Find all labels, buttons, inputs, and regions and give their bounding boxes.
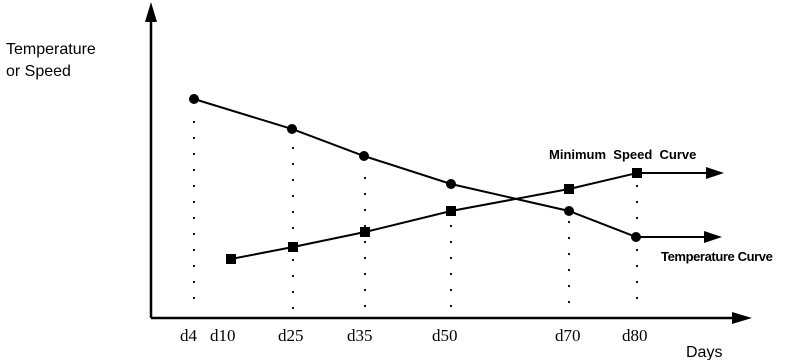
minimum-speed-curve-label: Minimum Speed Curve	[549, 147, 696, 162]
tick-label-d35: d35	[347, 326, 373, 345]
temperature-curve-arrowhead	[704, 231, 722, 243]
axes	[149, 14, 738, 320]
drop-lines	[192, 120, 639, 310]
temperature-curve-label: Temperature Curve	[661, 249, 773, 264]
tick-label-d70: d70	[555, 326, 581, 345]
minimum-speed-curve	[226, 167, 724, 264]
temperature-point-d80	[631, 232, 641, 242]
temperature-point-d4	[189, 94, 199, 104]
x-tick-labels: d4 d10 d25 d35 d50 d70 d80	[180, 326, 648, 345]
tick-label-d50: d50	[432, 326, 458, 345]
minimum-speed-curve-arrowhead	[706, 167, 724, 179]
speed-point-d25	[288, 242, 298, 252]
tick-label-d10: d10	[210, 326, 236, 345]
minimum-speed-curve-line	[230, 172, 638, 260]
temperature-point-d25	[287, 124, 297, 134]
speed-point-d50	[446, 206, 456, 216]
x-axis-label: Days	[686, 344, 722, 360]
drop-line-d80	[635, 184, 639, 300]
y-axis-arrowhead	[145, 2, 157, 22]
speed-point-d35	[360, 227, 370, 237]
drop-line-d50	[449, 224, 453, 308]
y-axis-label-line1: Temperature	[6, 41, 96, 58]
drop-line-d4	[192, 120, 196, 300]
speed-point-d70	[564, 184, 574, 194]
temperature-curve-line	[193, 98, 637, 238]
y-axis-label-line2: or Speed	[6, 63, 71, 80]
x-axis-arrowhead	[732, 312, 752, 324]
drop-line-d35	[363, 176, 367, 308]
temperature-point-d50	[446, 179, 456, 189]
temperature-point-d35	[359, 151, 369, 161]
tick-label-d25: d25	[278, 326, 304, 345]
tick-label-d80: d80	[622, 326, 648, 345]
tick-label-d4: d4	[180, 326, 198, 345]
temperature-point-d70	[564, 206, 574, 216]
speed-point-d10	[226, 254, 236, 264]
drop-line-d70	[567, 220, 571, 304]
speed-point-d80	[632, 168, 642, 178]
temperature-curve	[189, 94, 722, 243]
drop-line-d25	[291, 146, 295, 310]
